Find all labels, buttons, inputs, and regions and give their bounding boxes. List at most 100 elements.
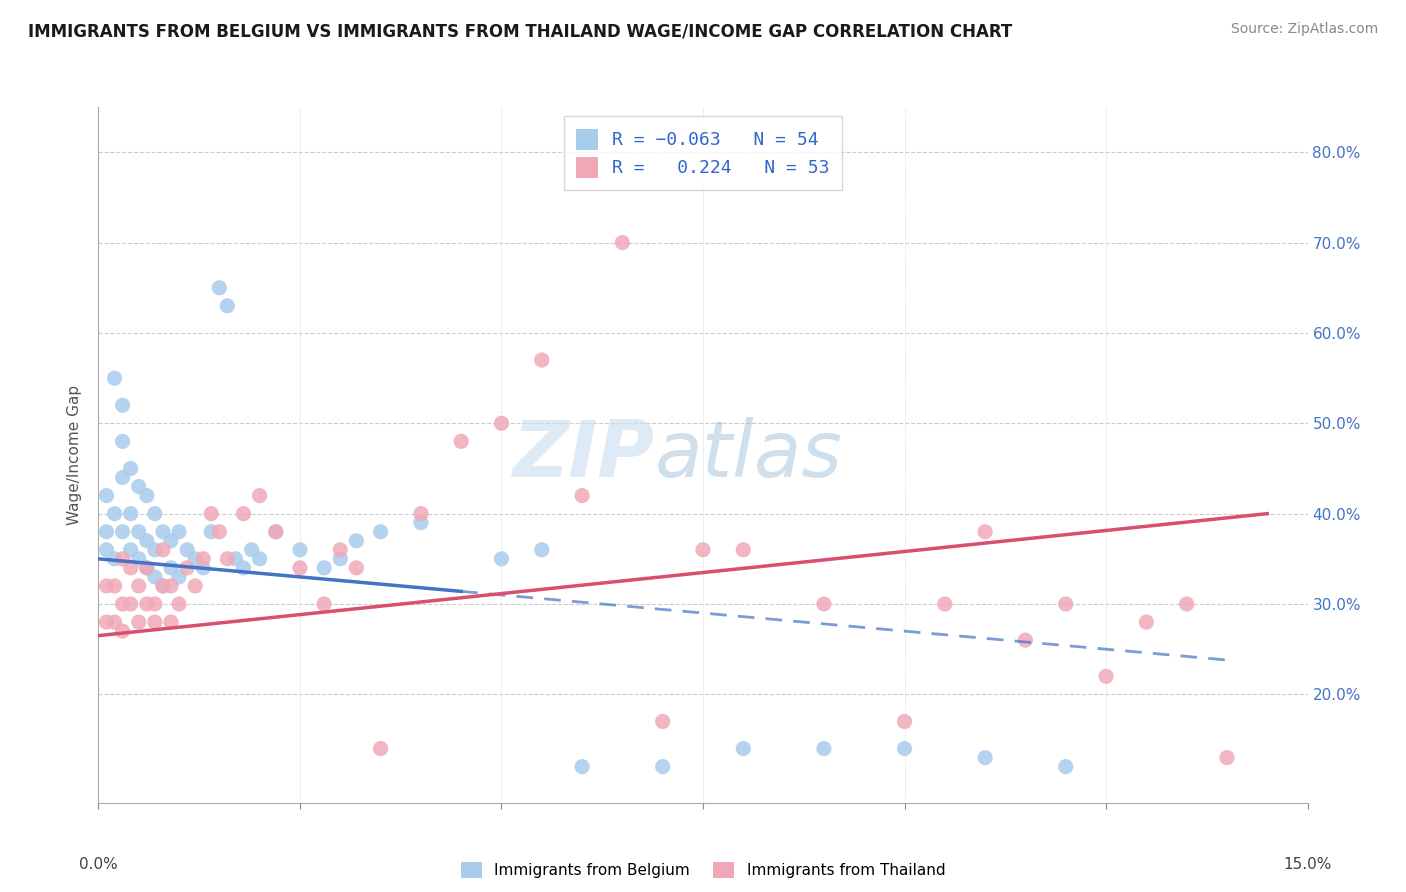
Point bbox=[160, 561, 183, 575]
Point bbox=[135, 597, 157, 611]
Point bbox=[160, 579, 183, 593]
Point bbox=[314, 597, 336, 611]
Point bbox=[120, 507, 142, 521]
Point bbox=[208, 281, 231, 295]
Point bbox=[249, 551, 271, 566]
Point bbox=[264, 524, 287, 539]
Point bbox=[184, 551, 207, 566]
Point bbox=[96, 615, 118, 629]
Point bbox=[612, 235, 634, 250]
Point bbox=[184, 579, 207, 593]
Point bbox=[893, 741, 915, 756]
Point bbox=[249, 489, 271, 503]
Point bbox=[1095, 669, 1118, 683]
Point bbox=[1054, 759, 1077, 773]
Point bbox=[288, 542, 311, 557]
Point bbox=[103, 507, 125, 521]
Point bbox=[176, 561, 198, 575]
Point bbox=[135, 489, 157, 503]
Point bbox=[128, 551, 150, 566]
Point bbox=[692, 542, 714, 557]
Point bbox=[329, 542, 352, 557]
Text: 0.0%: 0.0% bbox=[79, 857, 118, 872]
Point bbox=[651, 714, 673, 729]
Point bbox=[974, 750, 997, 764]
Point bbox=[176, 542, 198, 557]
Point bbox=[167, 597, 190, 611]
Text: atlas: atlas bbox=[655, 417, 842, 493]
Text: IMMIGRANTS FROM BELGIUM VS IMMIGRANTS FROM THAILAND WAGE/INCOME GAP CORRELATION : IMMIGRANTS FROM BELGIUM VS IMMIGRANTS FR… bbox=[28, 22, 1012, 40]
Point bbox=[167, 524, 190, 539]
Point bbox=[152, 579, 174, 593]
Point bbox=[344, 561, 367, 575]
Point bbox=[491, 551, 513, 566]
Point bbox=[813, 741, 835, 756]
Point bbox=[409, 507, 432, 521]
Text: Source: ZipAtlas.com: Source: ZipAtlas.com bbox=[1230, 22, 1378, 37]
Point bbox=[111, 597, 134, 611]
Point bbox=[143, 570, 166, 584]
Point bbox=[208, 524, 231, 539]
Legend: R = −0.063   N = 54, R =   0.224   N = 53: R = −0.063 N = 54, R = 0.224 N = 53 bbox=[564, 116, 842, 190]
Point bbox=[111, 398, 134, 412]
Point bbox=[974, 524, 997, 539]
Point bbox=[491, 417, 513, 431]
Point bbox=[314, 561, 336, 575]
Point bbox=[934, 597, 956, 611]
Point bbox=[111, 434, 134, 449]
Point bbox=[571, 489, 593, 503]
Point bbox=[111, 470, 134, 484]
Point bbox=[217, 551, 239, 566]
Point bbox=[1135, 615, 1157, 629]
Point bbox=[530, 542, 553, 557]
Point bbox=[120, 542, 142, 557]
Legend: Immigrants from Belgium, Immigrants from Thailand: Immigrants from Belgium, Immigrants from… bbox=[454, 856, 952, 884]
Point bbox=[128, 479, 150, 493]
Point bbox=[103, 579, 125, 593]
Point bbox=[96, 579, 118, 593]
Point bbox=[135, 561, 157, 575]
Point bbox=[120, 561, 142, 575]
Point bbox=[893, 714, 915, 729]
Point bbox=[1054, 597, 1077, 611]
Point bbox=[1216, 750, 1239, 764]
Point bbox=[733, 542, 755, 557]
Point bbox=[329, 551, 352, 566]
Point bbox=[120, 597, 142, 611]
Point bbox=[200, 524, 222, 539]
Point bbox=[96, 542, 118, 557]
Point bbox=[135, 533, 157, 548]
Point bbox=[143, 507, 166, 521]
Point bbox=[193, 561, 215, 575]
Point bbox=[135, 561, 157, 575]
Point bbox=[571, 759, 593, 773]
Point bbox=[167, 570, 190, 584]
Point bbox=[103, 615, 125, 629]
Point bbox=[370, 524, 392, 539]
Point bbox=[200, 507, 222, 521]
Text: 15.0%: 15.0% bbox=[1284, 857, 1331, 872]
Point bbox=[152, 524, 174, 539]
Point bbox=[1014, 633, 1036, 648]
Point bbox=[160, 615, 183, 629]
Point bbox=[450, 434, 472, 449]
Point bbox=[651, 759, 673, 773]
Point bbox=[96, 489, 118, 503]
Point bbox=[217, 299, 239, 313]
Point bbox=[152, 579, 174, 593]
Point bbox=[143, 597, 166, 611]
Y-axis label: Wage/Income Gap: Wage/Income Gap bbox=[67, 384, 83, 525]
Point bbox=[111, 624, 134, 639]
Point bbox=[224, 551, 246, 566]
Point bbox=[232, 561, 254, 575]
Point bbox=[1175, 597, 1198, 611]
Point bbox=[813, 597, 835, 611]
Point bbox=[370, 741, 392, 756]
Point bbox=[103, 371, 125, 385]
Point bbox=[152, 542, 174, 557]
Point bbox=[111, 524, 134, 539]
Point bbox=[240, 542, 263, 557]
Point bbox=[530, 353, 553, 368]
Point bbox=[120, 461, 142, 475]
Point bbox=[128, 615, 150, 629]
